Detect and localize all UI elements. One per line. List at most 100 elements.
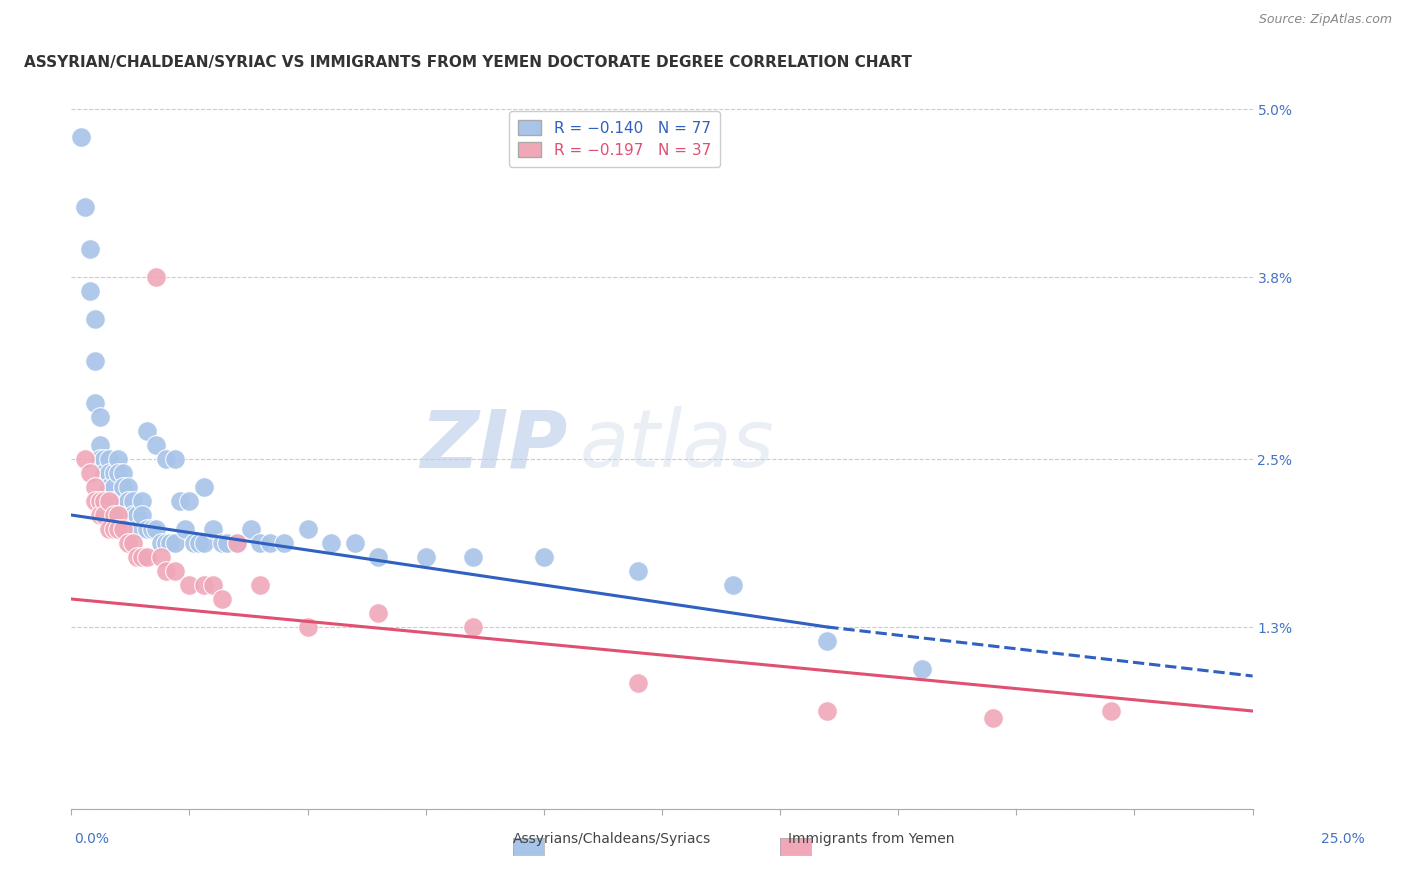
Point	[83, 480, 105, 494]
Point	[103, 522, 125, 536]
Point	[225, 536, 247, 550]
Point	[135, 549, 157, 564]
Point	[211, 536, 233, 550]
Point	[367, 549, 389, 564]
Point	[273, 536, 295, 550]
Point	[117, 480, 139, 494]
Point	[79, 466, 101, 480]
Point	[201, 578, 224, 592]
Point	[103, 508, 125, 522]
Point	[179, 494, 201, 508]
Point	[98, 452, 121, 467]
Point	[79, 242, 101, 256]
Point	[93, 494, 115, 508]
Point	[911, 662, 934, 676]
Point	[89, 508, 111, 522]
Point	[93, 466, 115, 480]
Point	[461, 620, 484, 634]
Point	[117, 494, 139, 508]
Point	[815, 704, 838, 718]
Point	[169, 494, 191, 508]
Point	[183, 536, 205, 550]
Point	[75, 452, 97, 467]
Point	[217, 536, 239, 550]
Point	[127, 522, 149, 536]
Point	[93, 452, 115, 467]
Point	[112, 466, 135, 480]
Point	[627, 676, 650, 690]
Point	[117, 508, 139, 522]
Point	[98, 522, 121, 536]
Point	[89, 494, 111, 508]
Point	[131, 508, 153, 522]
Point	[112, 508, 135, 522]
Point	[145, 522, 167, 536]
Point	[103, 494, 125, 508]
Point	[98, 494, 121, 508]
Point	[150, 549, 173, 564]
Point	[112, 480, 135, 494]
Point	[297, 522, 319, 536]
Point	[259, 536, 281, 550]
Point	[89, 410, 111, 425]
Point	[98, 480, 121, 494]
Point	[75, 200, 97, 214]
Point	[249, 536, 271, 550]
Point	[415, 549, 437, 564]
Point	[103, 508, 125, 522]
Point	[107, 494, 129, 508]
Point	[239, 522, 262, 536]
Point	[155, 564, 177, 578]
Point	[179, 578, 201, 592]
Text: 0.0%: 0.0%	[75, 832, 108, 846]
Point	[193, 578, 215, 592]
Point	[107, 522, 129, 536]
Point	[211, 592, 233, 607]
Point	[145, 270, 167, 285]
Point	[107, 452, 129, 467]
Text: Assyrians/Chaldeans/Syriacs: Assyrians/Chaldeans/Syriacs	[512, 832, 711, 846]
Point	[83, 494, 105, 508]
Point	[135, 522, 157, 536]
Text: ZIP: ZIP	[420, 406, 568, 484]
Point	[165, 564, 187, 578]
Point	[112, 522, 135, 536]
Point	[155, 452, 177, 467]
Point	[93, 508, 115, 522]
Point	[107, 508, 129, 522]
Point	[173, 522, 195, 536]
Point	[981, 711, 1004, 725]
Point	[249, 578, 271, 592]
Point	[89, 494, 111, 508]
Point	[83, 396, 105, 410]
Point	[297, 620, 319, 634]
Point	[367, 606, 389, 620]
Point	[69, 130, 91, 145]
Point	[98, 508, 121, 522]
Point	[141, 522, 163, 536]
Point	[127, 549, 149, 564]
Point	[150, 536, 173, 550]
Point	[201, 522, 224, 536]
Text: Immigrants from Yemen: Immigrants from Yemen	[789, 832, 955, 846]
Point	[193, 480, 215, 494]
Point	[461, 549, 484, 564]
Point	[131, 494, 153, 508]
Point	[83, 354, 105, 368]
Point	[721, 578, 744, 592]
Point	[131, 549, 153, 564]
Point	[103, 466, 125, 480]
Point	[98, 466, 121, 480]
Point	[135, 424, 157, 438]
Point	[815, 634, 838, 648]
Point	[89, 452, 111, 467]
Point	[127, 508, 149, 522]
Point	[93, 508, 115, 522]
Point	[187, 536, 209, 550]
Point	[145, 438, 167, 452]
Legend: R = −0.140   N = 77, R = −0.197   N = 37: R = −0.140 N = 77, R = −0.197 N = 37	[509, 111, 720, 167]
Text: 25.0%: 25.0%	[1320, 832, 1365, 846]
Point	[321, 536, 343, 550]
Point	[1099, 704, 1122, 718]
Point	[121, 508, 143, 522]
